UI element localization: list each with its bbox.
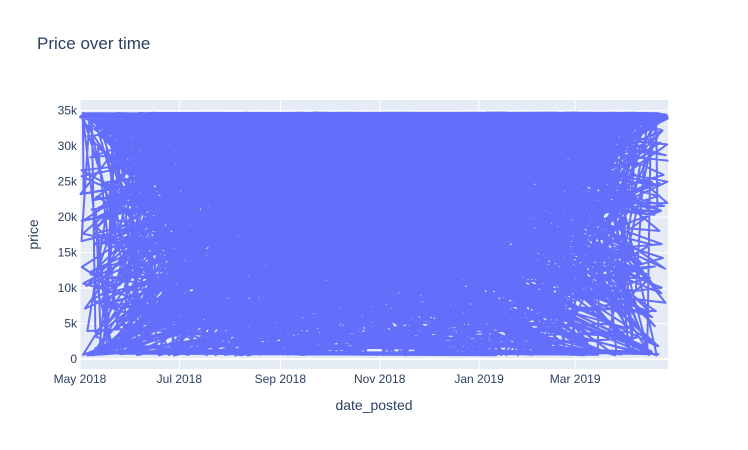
series-line[interactable] [79,111,669,357]
y-tick-label: 30k [58,139,78,153]
x-axis-title: date_posted [335,397,412,413]
price-series-line[interactable] [79,111,669,357]
y-tick-label: 25k [58,175,78,189]
y-tick-label: 15k [58,246,78,260]
y-tick-label: 20k [58,210,78,224]
y-axis-ticks: 0 5k 10k 15k 20k 25k 30k 35k [58,104,78,366]
x-tick-label: Sep 2018 [255,372,307,386]
x-tick-label: Mar 2019 [550,372,601,386]
y-axis-title: price [25,219,41,250]
x-tick-label: Jan 2019 [454,372,504,386]
y-tick-label: 35k [58,104,78,118]
y-tick-label: 10k [58,281,78,295]
y-tick-label: 0 [70,352,77,366]
x-tick-label: Jul 2018 [157,372,203,386]
y-tick-label: 5k [64,317,78,331]
chart-title: Price over time [37,34,151,53]
x-tick-label: May 2018 [54,372,107,386]
x-tick-label: Nov 2018 [354,372,406,386]
x-axis-ticks: May 2018 Jul 2018 Sep 2018 Nov 2018 Jan 2019… [54,372,601,386]
